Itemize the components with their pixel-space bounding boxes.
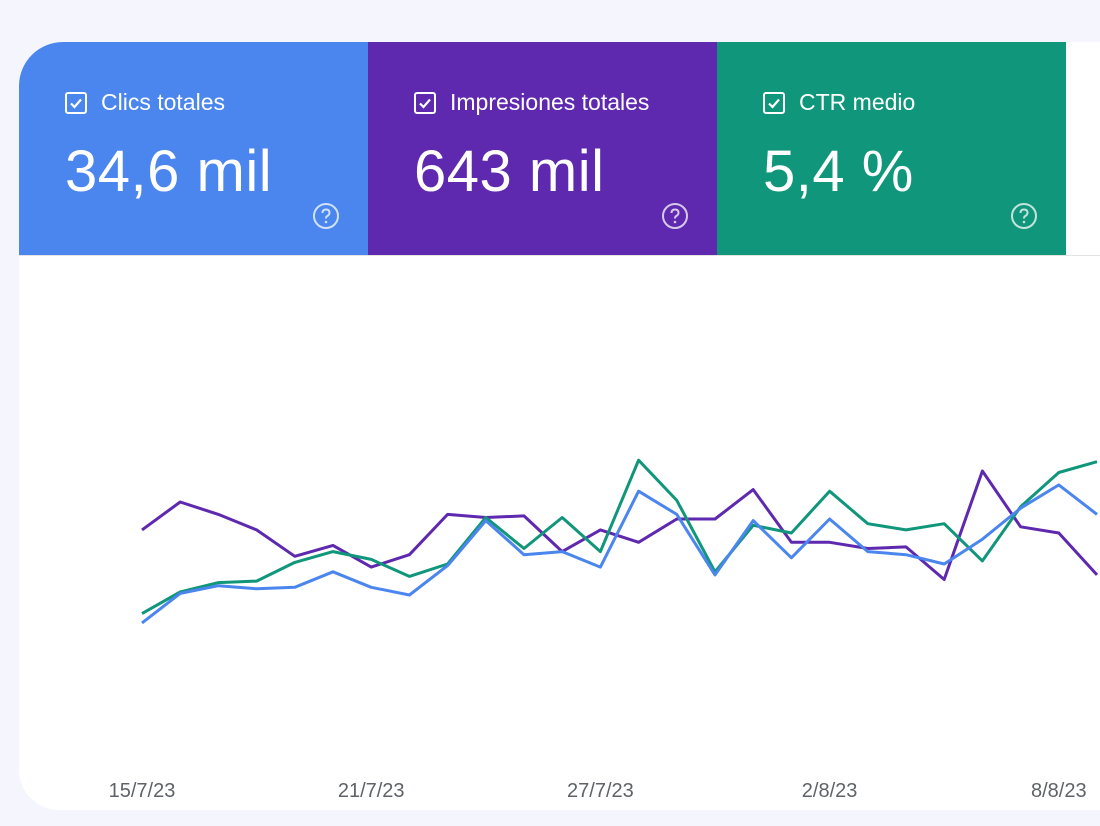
metric-tile-clicks[interactable]: Clics totales 34,6 mil	[19, 42, 368, 255]
performance-card: Clics totales 34,6 mil Impresiones total…	[19, 42, 1100, 810]
metric-tiles: Clics totales 34,6 mil Impresiones total…	[19, 42, 1100, 256]
x-tick-label: 21/7/23	[338, 780, 405, 802]
series-line-1	[141, 458, 1098, 615]
checkbox-icon[interactable]	[414, 92, 436, 114]
metric-tile-impressions[interactable]: Impresiones totales 643 mil	[368, 42, 717, 255]
x-tick-label: 2/8/23	[802, 780, 858, 802]
x-tick-label: 8/8/23	[1031, 780, 1087, 802]
series-line-0	[141, 469, 1099, 581]
metric-value: 643 mil	[414, 139, 605, 204]
performance-line-chart: 15/7/23 21/7/23 27/7/23 2/8/23 8/8/23	[109, 458, 1099, 802]
x-tick-label: 15/7/23	[109, 780, 176, 802]
help-circle-icon[interactable]	[1010, 202, 1038, 230]
metric-label: CTR medio	[799, 89, 916, 115]
checkbox-icon[interactable]	[65, 92, 87, 114]
metric-value: 34,6 mil	[65, 139, 273, 204]
metric-value: 5,4 %	[763, 139, 914, 204]
metric-label: Impresiones totales	[450, 89, 650, 115]
metric-label: Clics totales	[101, 89, 225, 115]
help-circle-icon[interactable]	[312, 202, 340, 230]
checkbox-icon[interactable]	[763, 92, 785, 114]
x-tick-label: 27/7/23	[567, 780, 634, 802]
help-circle-icon[interactable]	[661, 202, 689, 230]
metric-tile-ctr[interactable]: CTR medio 5,4 %	[717, 42, 1066, 255]
series-line-2	[141, 483, 1098, 625]
